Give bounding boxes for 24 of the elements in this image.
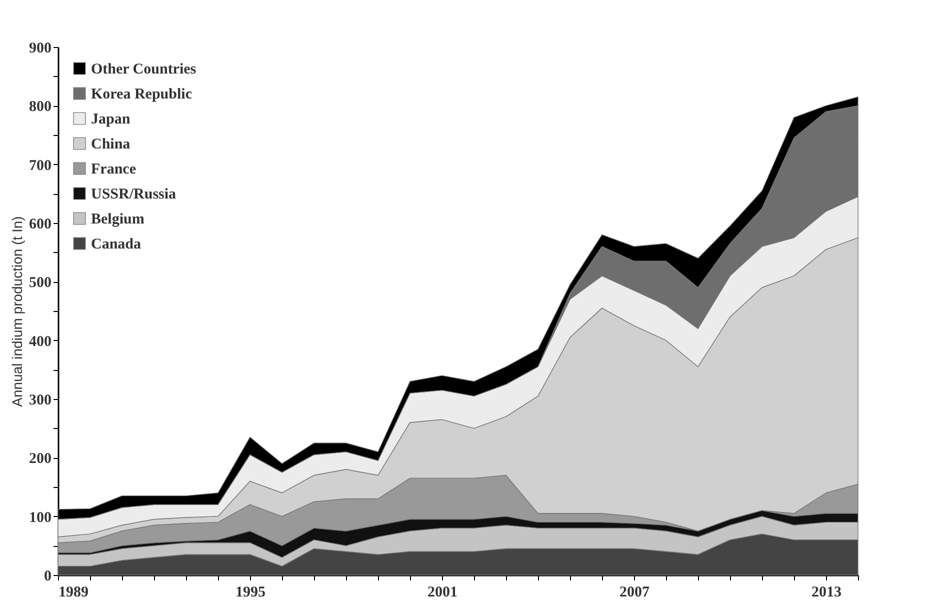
legend-label: Japan — [91, 112, 131, 128]
legend-label: Korea Republic — [91, 86, 192, 102]
y-tick-label: 900 — [29, 40, 52, 56]
legend-label: Canada — [91, 236, 142, 252]
y-tick-label: 100 — [29, 510, 52, 526]
y-tick-label: 600 — [29, 216, 52, 232]
legend-label: France — [91, 162, 136, 178]
y-tick-label: 400 — [29, 334, 52, 350]
y-tick-label: 700 — [29, 158, 52, 174]
legend-label: USSR/Russia — [91, 186, 177, 202]
y-tick-label: 500 — [29, 275, 52, 292]
x-tick-label: 2007 — [620, 584, 650, 600]
x-tick-label: 2013 — [812, 584, 842, 600]
x-tick-label: 1989 — [58, 584, 88, 600]
legend-label: Belgium — [91, 212, 145, 228]
legend-label: Other Countries — [91, 62, 196, 78]
y-tick-label: 800 — [29, 99, 52, 116]
y-tick-label: 0 — [44, 568, 52, 584]
y-axis-title: Annual indium production (t In) — [9, 216, 25, 407]
y-tick-label: 200 — [29, 451, 52, 468]
legend-label: China — [91, 136, 131, 152]
x-tick-label: 2001 — [428, 584, 458, 600]
y-tick-label: 300 — [29, 392, 52, 408]
x-tick-label: 1995 — [236, 584, 266, 600]
